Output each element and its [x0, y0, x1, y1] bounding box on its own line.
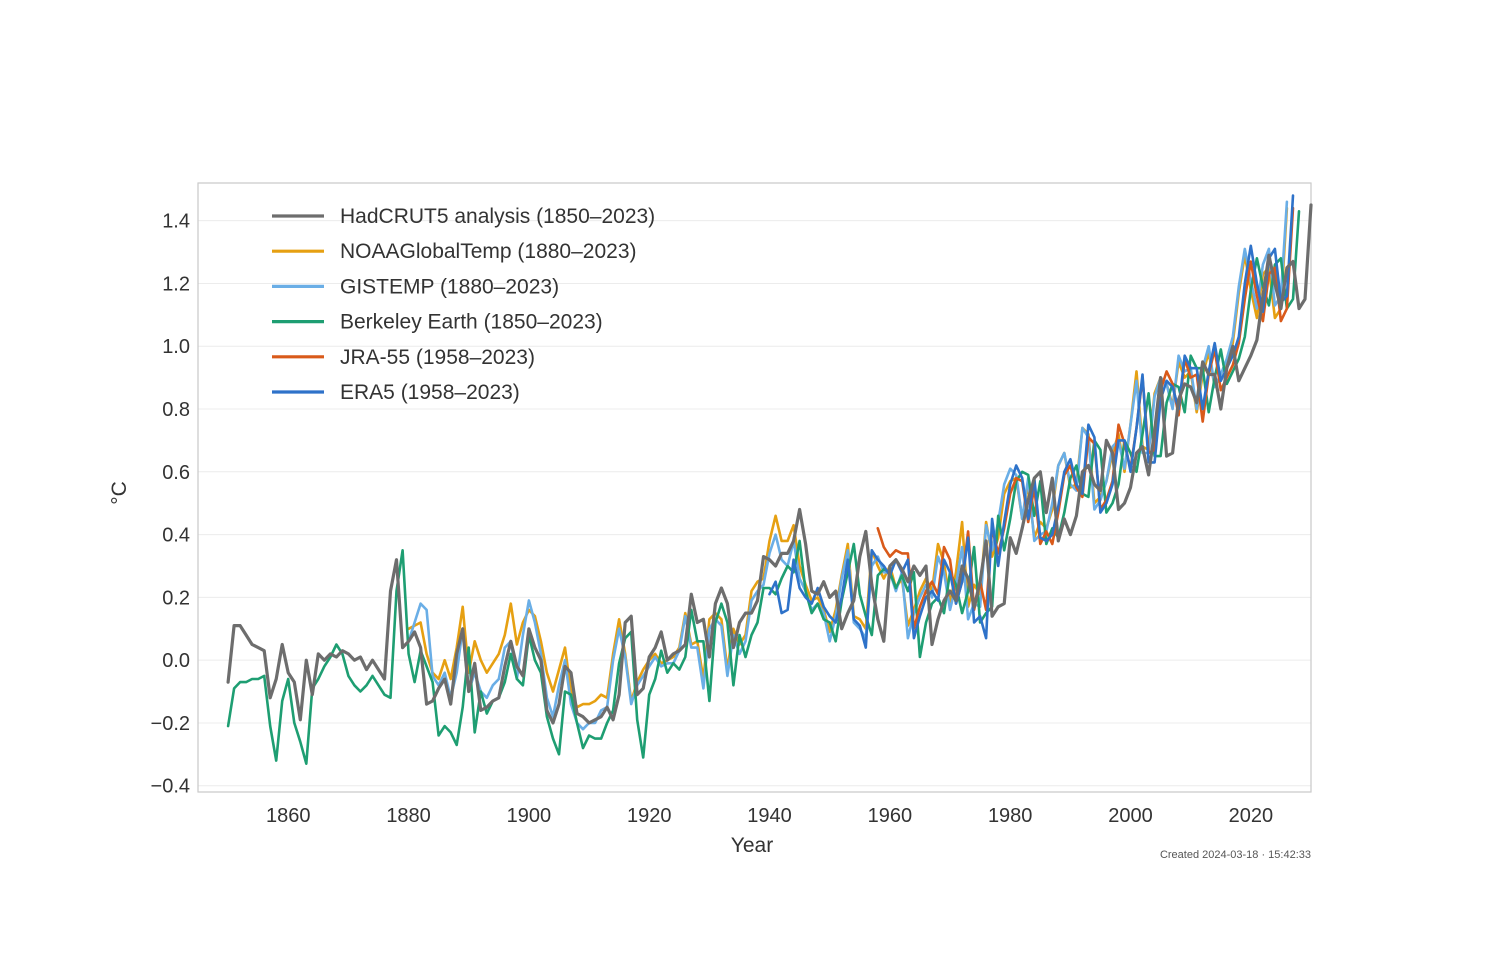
x-tick-label: 2000 — [1108, 805, 1153, 827]
series-line-0 — [226, 203, 1313, 725]
x-tick-label: 2020 — [1229, 805, 1274, 827]
legend-label: NOAAGlobalTemp (1880–2023) — [340, 240, 637, 263]
series-line-4 — [876, 206, 1295, 631]
series-line-5 — [768, 194, 1295, 649]
x-tick-label: 1920 — [627, 805, 672, 827]
creation-credit: Created 2024-03-18 · 15:42:33 — [1160, 849, 1311, 861]
y-tick-label: 0.2 — [162, 587, 190, 609]
x-axis-ticks: 1860 1880 1900 1920 1940 1960 1980 2000 2020 — [266, 805, 1273, 827]
y-axis-title: °C — [108, 481, 131, 505]
y-tick-label: −0.2 — [151, 713, 190, 735]
legend: HadCRUT5 analysis (1850–2023) NOAAGlobalT… — [272, 205, 655, 404]
y-tick-label: −0.4 — [151, 776, 190, 798]
legend-label: HadCRUT5 analysis (1850–2023) — [340, 205, 655, 228]
legend-label: Berkeley Earth (1850–2023) — [340, 311, 603, 334]
y-tick-label: 1.2 — [162, 273, 190, 295]
y-tick-label: 1.4 — [162, 211, 190, 233]
legend-label: ERA5 (1958–2023) — [340, 381, 520, 404]
x-tick-label: 1960 — [868, 805, 913, 827]
legend-label: GISTEMP (1880–2023) — [340, 275, 559, 298]
y-tick-label: 0.8 — [162, 399, 190, 421]
series-line-3 — [226, 210, 1301, 766]
y-tick-label: 1.0 — [162, 336, 190, 358]
gridlines — [198, 220, 1311, 787]
x-axis-title: Year — [731, 834, 773, 857]
y-axis-ticks: −0.4 −0.2 0.0 0.2 0.4 0.6 0.8 1.0 1.2 1.4 — [151, 211, 190, 798]
plot-frame — [197, 182, 1312, 793]
x-tick-label: 1900 — [507, 805, 552, 827]
y-tick-label: 0.6 — [162, 462, 190, 484]
x-tick-label: 1860 — [266, 805, 311, 827]
y-tick-label: 0.4 — [162, 525, 190, 547]
series-lines — [226, 194, 1313, 766]
x-tick-label: 1880 — [386, 805, 431, 827]
y-tick-label: 0.0 — [162, 650, 190, 672]
x-tick-label: 1940 — [747, 805, 792, 827]
series-line-2 — [407, 200, 1289, 731]
x-tick-label: 1980 — [988, 805, 1033, 827]
legend-label: JRA-55 (1958–2023) — [340, 346, 535, 369]
